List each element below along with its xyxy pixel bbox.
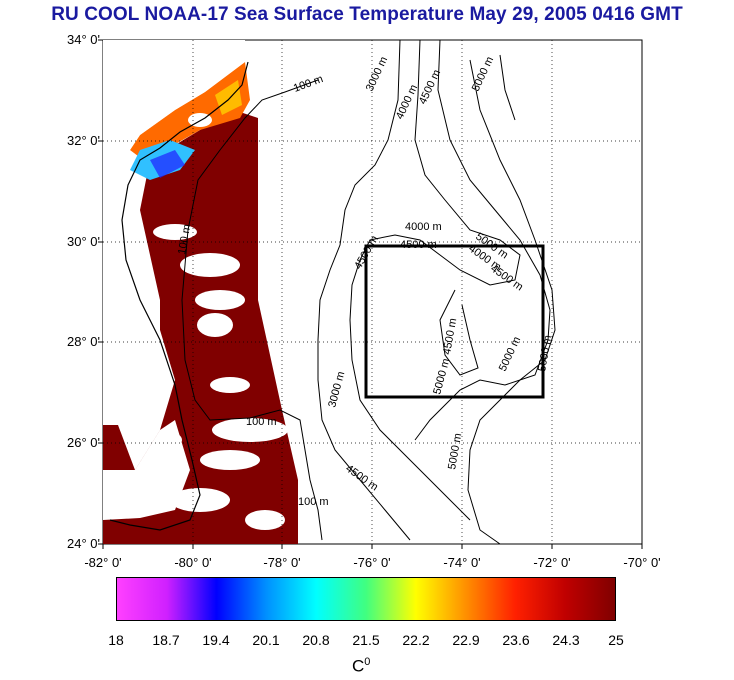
- contour-5000m-c: [499, 54, 516, 121]
- sst-warm-patch: [130, 62, 250, 165]
- lon-tick-label: -76° 0': [353, 555, 391, 570]
- colorbar-tick-label: 25: [608, 632, 624, 648]
- colorbar-tick-label: 21.5: [352, 632, 380, 648]
- contour-3000m: [317, 39, 411, 541]
- lon-tick-label: -72° 0': [533, 555, 571, 570]
- lon-tick-label: -78° 0': [263, 555, 301, 570]
- lat-tick-label: 28° 0': [67, 334, 100, 349]
- sst-cold-patch: [150, 150, 185, 178]
- colorbar-tick-label: 18.7: [152, 632, 180, 648]
- lon-tick-label: -70° 0': [623, 555, 661, 570]
- study-area-box: [364, 244, 545, 399]
- unit-base: C: [352, 656, 365, 676]
- colorbar-unit: C0: [352, 656, 370, 677]
- contour-label: 100 m: [246, 416, 277, 428]
- lon-tick-label: -74° 0': [443, 555, 481, 570]
- florida-peninsula: [103, 420, 190, 520]
- lat-tick-label: 26° 0': [67, 435, 100, 450]
- colorbar-tick-label: 20.8: [302, 632, 330, 648]
- contour-label: 4500 m: [400, 239, 437, 251]
- sst-gulf: [103, 425, 135, 470]
- colorbar-tick-label: 23.6: [502, 632, 530, 648]
- axis-ticks: [98, 39, 643, 549]
- contour-5000m: [467, 59, 556, 545]
- colorbar-tick-label: 18: [108, 632, 124, 648]
- contour-label: 100 m: [176, 223, 193, 255]
- contour-5000m-b: [439, 289, 479, 376]
- colorbar-tick-label: 20.1: [252, 632, 280, 648]
- contour-label: 100 m: [298, 496, 329, 508]
- coastline: [109, 61, 249, 531]
- contour-label: 4000 m: [405, 221, 442, 233]
- sst-yellow-patch: [215, 80, 242, 115]
- land-mass: [103, 40, 245, 470]
- lat-tick-label: 34° 0': [67, 32, 100, 47]
- colorbar-tick-label: 22.2: [402, 632, 430, 648]
- lat-tick-label: 24° 0': [67, 536, 100, 551]
- grid-lines: [103, 40, 642, 544]
- colorbar-tick-label: 24.3: [552, 632, 580, 648]
- colorbar-tick-label: 19.4: [202, 632, 230, 648]
- lon-tick-label: -82° 0': [84, 555, 122, 570]
- lat-tick-label: 30° 0': [67, 234, 100, 249]
- temperature-colorbar: [116, 577, 616, 621]
- lon-tick-label: -80° 0': [174, 555, 212, 570]
- map-title: RU COOL NOAA-17 Sea Surface Temperature …: [51, 4, 683, 25]
- contour-100m: [181, 79, 323, 541]
- colorbar-tick-label: 22.9: [452, 632, 480, 648]
- lat-tick-label: 32° 0': [67, 133, 100, 148]
- keys-strip: [103, 520, 133, 544]
- unit-sup: 0: [364, 656, 371, 668]
